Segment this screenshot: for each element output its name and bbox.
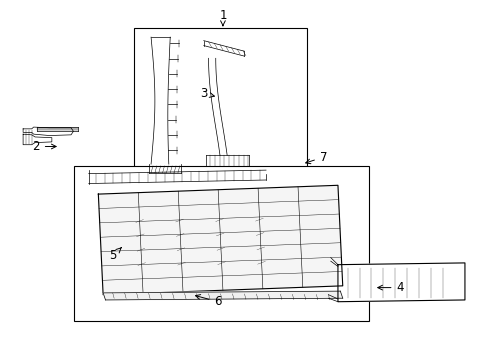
Text: 6: 6 — [195, 294, 222, 308]
Polygon shape — [98, 185, 342, 294]
Text: 5: 5 — [109, 248, 121, 262]
Text: 4: 4 — [377, 281, 403, 294]
Text: 3: 3 — [200, 87, 214, 100]
Bar — [74, 166, 368, 321]
Polygon shape — [103, 291, 342, 300]
Polygon shape — [89, 170, 265, 184]
Polygon shape — [337, 263, 464, 302]
Text: 1: 1 — [219, 9, 226, 26]
Polygon shape — [23, 127, 73, 136]
Text: 7: 7 — [305, 150, 326, 164]
Polygon shape — [23, 134, 52, 145]
Bar — [134, 28, 306, 190]
Text: 2: 2 — [32, 140, 56, 153]
